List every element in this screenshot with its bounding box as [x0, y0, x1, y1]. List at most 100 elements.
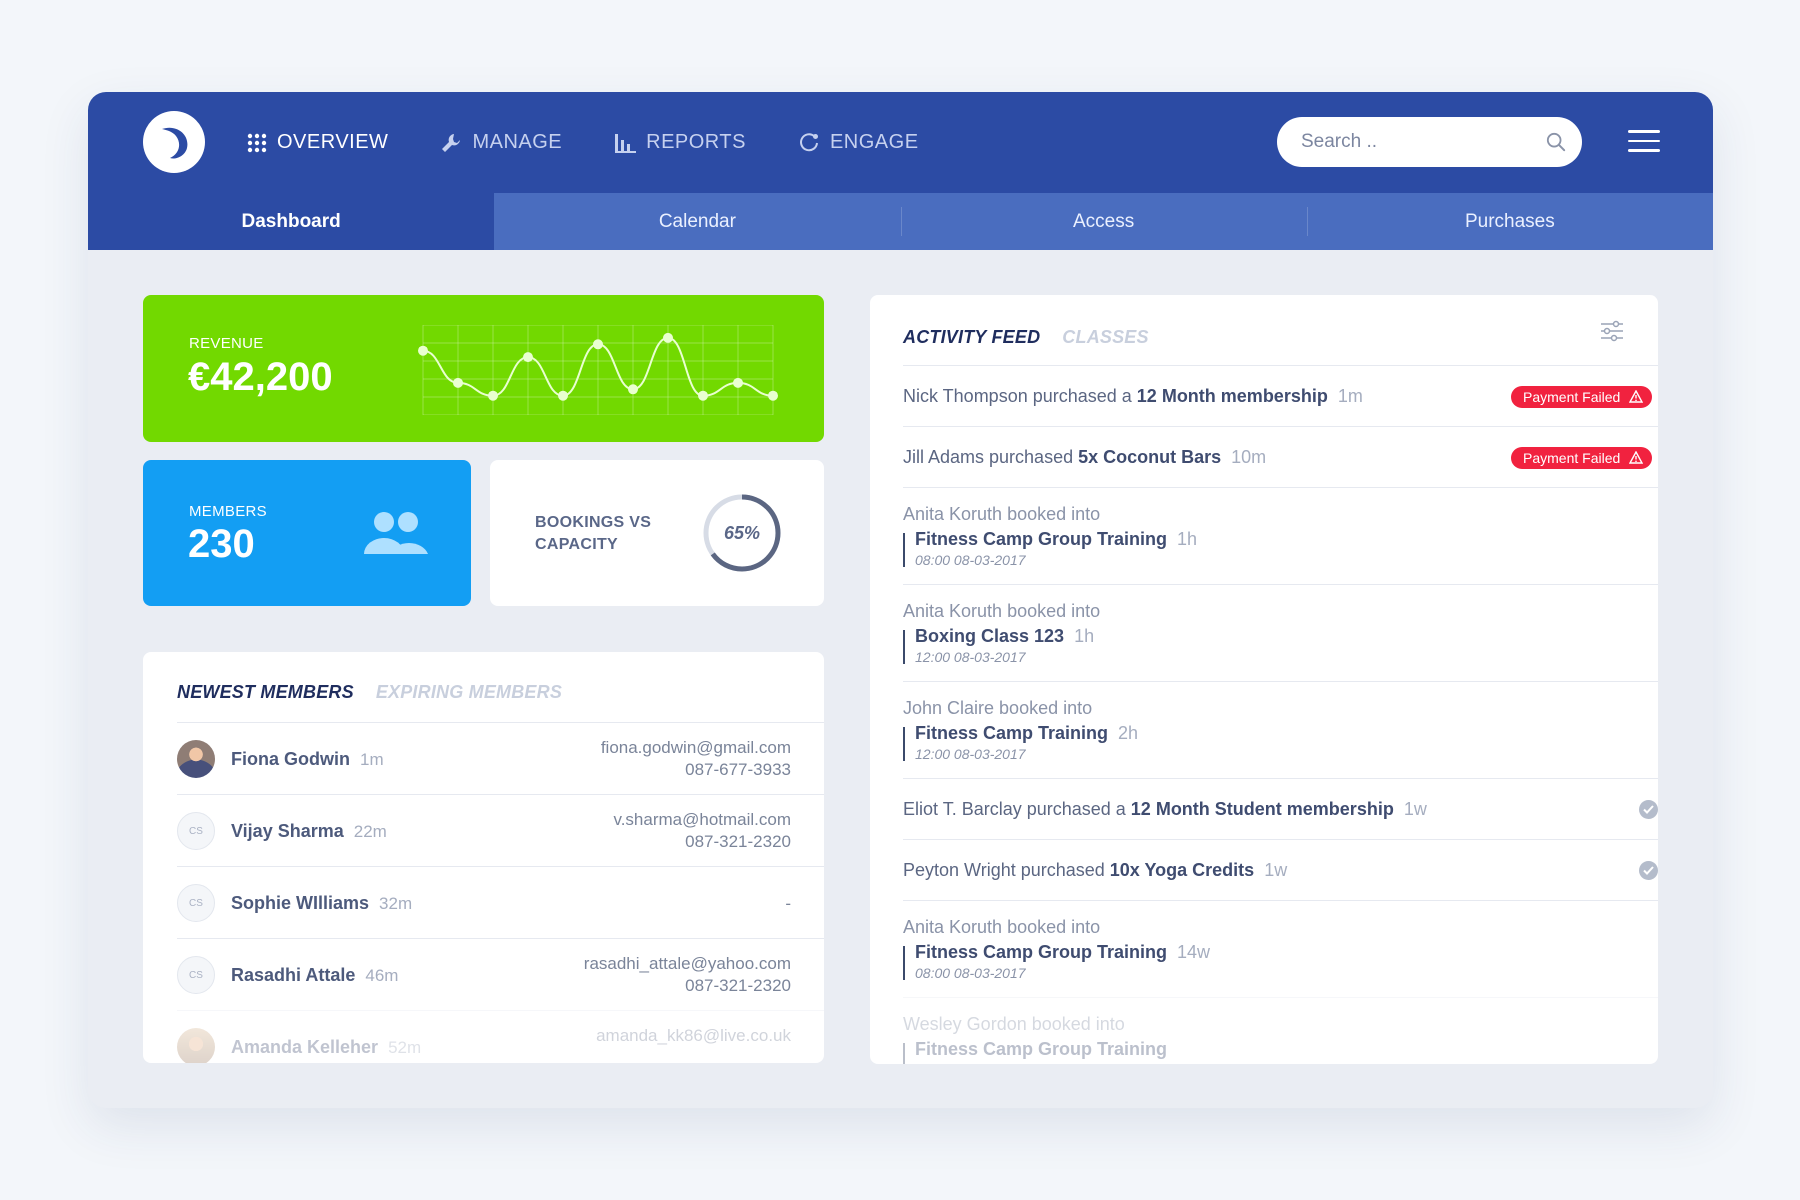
- feed-item-purchase[interactable]: Nick Thompson purchased a 12 Month membe…: [903, 365, 1658, 426]
- revenue-card[interactable]: REVENUE €42,200: [143, 295, 824, 442]
- check-circle-icon: [1639, 861, 1658, 880]
- bar-chart-icon: [615, 133, 637, 153]
- feed-item-intro: Wesley Gordon booked into: [903, 1014, 1125, 1034]
- search-input[interactable]: [1301, 131, 1546, 153]
- nav-item-manage[interactable]: MANAGE: [440, 131, 562, 154]
- member-row[interactable]: Fiona Godwin 1m fiona.godwin@gmail.com 087…: [177, 722, 824, 794]
- feed-item-class[interactable]: Fitness Camp Group Training: [915, 1039, 1168, 1059]
- feed-item-ago: 14w: [1177, 942, 1211, 962]
- nav-item-engage[interactable]: ENGAGE: [798, 131, 919, 154]
- avatar-initials: CS: [189, 825, 203, 837]
- nav-item-label: ENGAGE: [829, 131, 919, 153]
- feed-item-booking[interactable]: Wesley Gordon booked into Fitness Camp G…: [903, 997, 1658, 1064]
- feed-item-ago: 1w: [1264, 860, 1288, 880]
- member-name[interactable]: Sophie WIlliams: [231, 893, 370, 913]
- feed-item-divider: [903, 533, 905, 567]
- spark-point: [453, 377, 463, 388]
- tab-calendar[interactable]: Calendar: [658, 210, 736, 232]
- members-card[interactable]: MEMBERS 230: [143, 460, 471, 606]
- users-icon: [364, 512, 428, 554]
- member-name-line: Vijay Sharma 22m: [231, 821, 387, 842]
- member-name-line: Sophie WIlliams 32m: [231, 893, 412, 914]
- feed-item-text: Peyton Wright purchased 10x Yoga Credits…: [903, 860, 1287, 881]
- feed-item-ago: 1h: [1177, 529, 1198, 549]
- nav-item-reports[interactable]: REPORTS: [614, 131, 746, 154]
- filter-sliders-icon[interactable]: [1600, 320, 1624, 342]
- badge-label: Payment Failed: [1523, 450, 1621, 466]
- feed-item-product[interactable]: 12 Month membership: [1136, 386, 1328, 406]
- member-contact: fiona.godwin@gmail.com 087-677-3933: [601, 737, 791, 781]
- member-email[interactable]: amanda_kk86@live.co.uk: [596, 1026, 791, 1045]
- avatar[interactable]: [177, 1028, 215, 1063]
- brand-logo[interactable]: [143, 111, 205, 173]
- spark-point: [523, 352, 533, 363]
- member-name[interactable]: Amanda Kelleher: [231, 1037, 379, 1057]
- feed-item-class[interactable]: Fitness Camp Group Training: [915, 942, 1168, 962]
- feed-item-ago: 1w: [1403, 799, 1427, 819]
- payment-failed-badge[interactable]: Payment Failed: [1511, 386, 1653, 408]
- feed-item-ago: 1h: [1074, 626, 1095, 646]
- feed-item-booking[interactable]: Anita Koruth booked into Fitness Camp Gr…: [903, 487, 1658, 584]
- tab-expiring-members[interactable]: EXPIRING MEMBERS: [375, 682, 563, 702]
- feed-item-class[interactable]: Fitness Camp Training: [915, 723, 1109, 743]
- feed-item-product[interactable]: 5x Coconut Bars: [1078, 447, 1222, 467]
- check-circle-icon: [1639, 800, 1658, 819]
- member-name[interactable]: Vijay Sharma: [231, 821, 344, 841]
- members-label: MEMBERS: [189, 503, 267, 520]
- feed-item-product[interactable]: 12 Month Student membership: [1130, 799, 1394, 819]
- feed-item-booking[interactable]: Anita Koruth booked into Fitness Camp Gr…: [903, 900, 1658, 997]
- feed-item-purchase[interactable]: Jill Adams purchased 5x Coconut Bars 10m …: [903, 426, 1658, 487]
- feed-item-ago: 10m: [1231, 447, 1267, 467]
- ring-progress: [703, 494, 781, 572]
- member-name[interactable]: Fiona Godwin: [231, 749, 350, 769]
- spark-point: [593, 339, 603, 350]
- avatar-initials: CS: [189, 969, 203, 981]
- feed-item-class[interactable]: Fitness Camp Group Training: [915, 529, 1168, 549]
- avatar[interactable]: CS: [177, 812, 215, 850]
- member-email[interactable]: v.sharma@hotmail.com: [613, 810, 791, 829]
- nav-item-label: MANAGE: [472, 131, 563, 153]
- feed-item-purchase[interactable]: Eliot T. Barclay purchased a 12 Month St…: [903, 778, 1658, 839]
- refresh-icon: [800, 132, 818, 151]
- feed-item-purchase[interactable]: Peyton Wright purchased 10x Yoga Credits…: [903, 839, 1658, 900]
- feed-item-intro: Anita Koruth booked into: [903, 917, 1101, 937]
- warning-triangle-icon: [1629, 451, 1644, 464]
- member-name-line: Fiona Godwin 1m: [231, 749, 384, 770]
- member-row[interactable]: CS Vijay Sharma 22m v.sharma@hotmail.com 0…: [177, 794, 824, 866]
- feed-item-booking[interactable]: John Claire booked into Fitness Camp Tra…: [903, 681, 1658, 778]
- badge-label: Payment Failed: [1523, 389, 1621, 405]
- tab-dashboard[interactable]: Dashboard: [88, 193, 495, 250]
- sub-tabs: Dashboard Calendar Access Purchases: [88, 193, 1713, 250]
- tab-access[interactable]: Access: [900, 193, 1307, 250]
- member-email: -: [785, 894, 791, 913]
- spark-point: [698, 390, 708, 401]
- bookings-card[interactable]: BOOKINGS VS CAPACITY 65%: [490, 460, 824, 606]
- payment-failed-badge[interactable]: Payment Failed: [1511, 447, 1653, 469]
- tab-purchases[interactable]: Purchases: [1306, 193, 1713, 250]
- member-name[interactable]: Rasadhi Attale: [231, 965, 356, 985]
- member-row[interactable]: Amanda Kelleher 52m amanda_kk86@live.co.u…: [177, 1010, 824, 1063]
- tab-activity-feed[interactable]: ACTIVITY FEED: [903, 327, 1041, 347]
- members-list: Fiona Godwin 1m fiona.godwin@gmail.com 087…: [177, 722, 824, 1063]
- avatar[interactable]: [177, 740, 215, 778]
- search-icon[interactable]: [1546, 131, 1566, 153]
- members-value: 230: [188, 522, 255, 566]
- nav-item-overview[interactable]: OVERVIEW: [247, 131, 388, 154]
- avatar[interactable]: CS: [177, 956, 215, 994]
- feed-item-text: Eliot T. Barclay purchased a 12 Month St…: [903, 799, 1427, 820]
- avatar[interactable]: CS: [177, 884, 215, 922]
- feed-item-product[interactable]: 10x Yoga Credits: [1109, 860, 1255, 880]
- member-row[interactable]: CS Rasadhi Attale 46m rasadhi_attale@yaho…: [177, 938, 824, 1010]
- tab-newest-members[interactable]: NEWEST MEMBERS: [177, 682, 354, 702]
- member-email[interactable]: fiona.godwin@gmail.com: [600, 738, 791, 757]
- avatar-initials: CS: [189, 897, 203, 909]
- feed-item-text: Jill Adams purchased 5x Coconut Bars 10m: [903, 447, 1266, 468]
- hamburger-menu-icon[interactable]: [1628, 130, 1660, 154]
- feed-item-class[interactable]: Boxing Class 123: [915, 626, 1065, 646]
- feed-item-booking[interactable]: Anita Koruth booked into Boxing Class 12…: [903, 584, 1658, 681]
- member-time: 22m: [353, 822, 387, 841]
- grid-icon: [247, 133, 267, 152]
- member-email[interactable]: rasadhi_attale@yahoo.com: [583, 954, 791, 973]
- member-row[interactable]: CS Sophie WIlliams 32m -: [177, 866, 824, 938]
- tab-classes[interactable]: CLASSES: [1062, 327, 1149, 347]
